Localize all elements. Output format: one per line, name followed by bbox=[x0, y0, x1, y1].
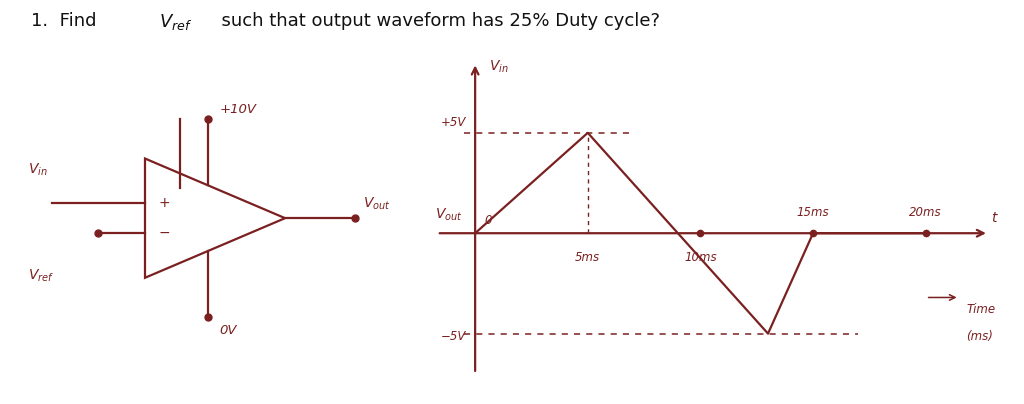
Text: $V_{ref}$: $V_{ref}$ bbox=[159, 12, 191, 32]
Text: (ms): (ms) bbox=[967, 330, 993, 343]
Text: +10V: +10V bbox=[220, 103, 257, 116]
Text: 5ms: 5ms bbox=[575, 251, 600, 264]
Text: 20ms: 20ms bbox=[909, 206, 942, 219]
Text: +: + bbox=[159, 196, 170, 210]
Text: Time: Time bbox=[967, 303, 995, 316]
Text: $t$: $t$ bbox=[991, 211, 998, 225]
Text: −: − bbox=[159, 226, 170, 240]
Text: 15ms: 15ms bbox=[797, 206, 829, 219]
Text: $V_{out}$: $V_{out}$ bbox=[434, 207, 462, 223]
Text: $V_{in}$: $V_{in}$ bbox=[488, 59, 508, 75]
Text: $V_{out}$: $V_{out}$ bbox=[362, 195, 390, 212]
Text: 0V: 0V bbox=[220, 324, 238, 337]
Text: −5V: −5V bbox=[440, 330, 466, 343]
Text: $V_{ref}$: $V_{ref}$ bbox=[29, 268, 54, 284]
Text: +5V: +5V bbox=[440, 116, 466, 129]
Text: $V_{in}$: $V_{in}$ bbox=[29, 162, 48, 178]
Text: 1.  Find: 1. Find bbox=[31, 12, 102, 30]
Text: 10ms: 10ms bbox=[684, 251, 717, 264]
Text: 0: 0 bbox=[484, 214, 492, 227]
Text: such that output waveform has 25% Duty cycle?: such that output waveform has 25% Duty c… bbox=[210, 12, 659, 30]
